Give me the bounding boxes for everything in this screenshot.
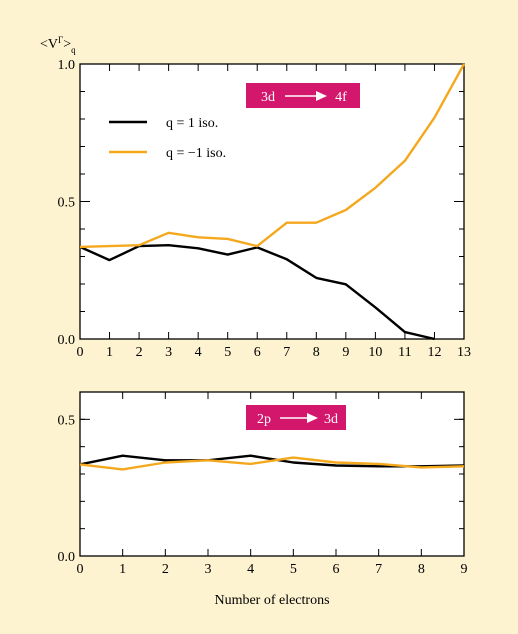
x-tick-label: 6 <box>254 345 261 360</box>
transition-badge: 2p 3d <box>246 405 346 430</box>
legend-label: q = −1 iso. <box>166 146 226 161</box>
x-tick-label: 11 <box>398 345 411 360</box>
x-tick-label: 7 <box>375 562 382 577</box>
legend: q = 1 iso. q = −1 iso. <box>109 116 226 161</box>
x-tick-label: 8 <box>418 562 425 577</box>
badge-arrow-head <box>316 91 327 101</box>
x-tick-label: 0 <box>77 345 84 360</box>
x-tick-label: 9 <box>461 562 468 577</box>
chart-panel-2p-3d: 0 1 2 3 4 5 6 7 8 9 0.0 0.5 2p 3d <box>58 391 468 577</box>
x-tick-label: 3 <box>205 562 212 577</box>
chart-panel-3d-4f: 0 1 2 3 4 5 6 7 8 9 10 11 12 130.00.51.0 q = 1 iso.q … <box>58 58 472 360</box>
badge-to: 4f <box>335 90 347 105</box>
y-axis-label: <VΓ>q <box>40 35 76 55</box>
badge-arrow-head <box>307 413 318 423</box>
x-tick-label: 9 <box>342 345 349 360</box>
x-tick-label: 4 <box>247 562 254 577</box>
series-line-1 <box>79 63 466 249</box>
x-tick-label: 4 <box>195 345 202 360</box>
badge-from: 2p <box>257 412 271 427</box>
x-tick-label: 6 <box>333 562 340 577</box>
axis-ticks: 0 1 2 3 4 5 6 7 8 9 10 11 12 130.00.51.0 <box>58 58 472 360</box>
x-tick-label: 10 <box>368 345 382 360</box>
x-tick-label: 1 <box>119 562 126 577</box>
y-tick-label: 0.5 <box>58 196 76 211</box>
x-tick-label: 7 <box>283 345 290 360</box>
x-tick-label: 13 <box>457 345 471 360</box>
transition-badge: 3d 4f <box>246 83 360 108</box>
legend-label: q = 1 iso. <box>166 116 218 131</box>
axis-ticks: 0 1 2 3 4 5 6 7 8 9 0.0 0.5 <box>58 391 468 577</box>
x-tick-label: 5 <box>290 562 297 577</box>
badge-from: 3d <box>261 90 275 105</box>
x-tick-label: 2 <box>162 562 169 577</box>
series-line-1 <box>79 456 465 471</box>
x-tick-label: 3 <box>165 345 172 360</box>
y-tick-label: 0.0 <box>58 333 76 348</box>
x-axis-label: Number of electrons <box>214 593 329 608</box>
x-tick-label: 8 <box>313 345 320 360</box>
y-tick-label: 0.5 <box>58 413 76 428</box>
y-tick-label: 0.0 <box>58 550 76 565</box>
plot-area <box>79 63 465 340</box>
y-tick-label: 1.0 <box>58 58 76 73</box>
x-tick-label: 12 <box>427 345 441 360</box>
x-tick-label: 5 <box>224 345 231 360</box>
series-lines <box>79 454 465 471</box>
x-tick-label: 1 <box>106 345 113 360</box>
badge-to: 3d <box>324 412 338 427</box>
x-tick-label: 0 <box>77 562 84 577</box>
series-lines <box>79 63 466 341</box>
x-tick-label: 2 <box>136 345 143 360</box>
